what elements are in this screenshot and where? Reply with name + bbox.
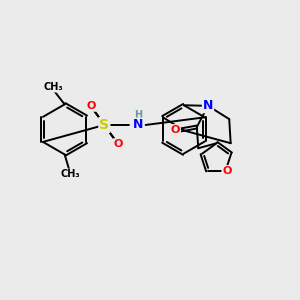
Text: N: N: [133, 118, 143, 131]
Text: O: O: [171, 125, 180, 135]
Text: S: S: [99, 118, 110, 132]
Text: O: O: [86, 101, 96, 111]
Text: N: N: [203, 99, 213, 112]
Text: H: H: [134, 110, 142, 120]
Text: O: O: [114, 139, 123, 149]
Text: CH₃: CH₃: [43, 82, 63, 92]
Text: CH₃: CH₃: [61, 169, 80, 179]
Text: O: O: [222, 166, 232, 176]
